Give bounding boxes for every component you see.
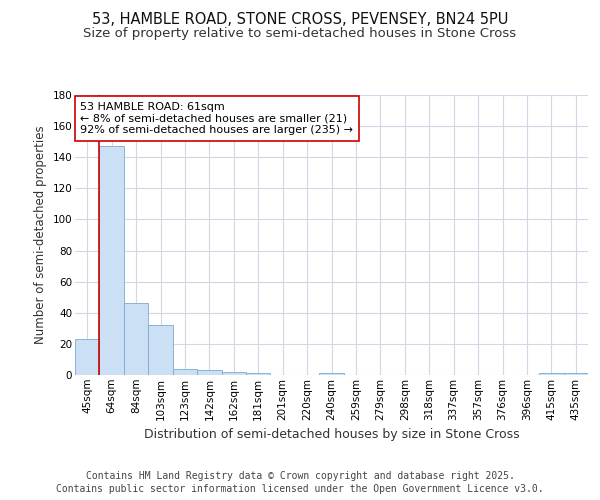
Bar [75,339,100,375]
Bar [124,304,148,375]
Text: 53, HAMBLE ROAD, STONE CROSS, PEVENSEY, BN24 5PU: 53, HAMBLE ROAD, STONE CROSS, PEVENSEY, … [92,12,508,28]
Bar [221,372,246,375]
Bar [100,146,124,375]
Bar [319,374,344,375]
Y-axis label: Number of semi-detached properties: Number of semi-detached properties [34,126,47,344]
Bar [173,369,197,375]
Text: 53 HAMBLE ROAD: 61sqm
← 8% of semi-detached houses are smaller (21)
92% of semi-: 53 HAMBLE ROAD: 61sqm ← 8% of semi-detac… [80,102,353,135]
Text: Contains HM Land Registry data © Crown copyright and database right 2025.
Contai: Contains HM Land Registry data © Crown c… [56,471,544,494]
Bar [246,374,271,375]
Bar [539,374,563,375]
X-axis label: Distribution of semi-detached houses by size in Stone Cross: Distribution of semi-detached houses by … [143,428,520,441]
Bar [148,325,173,375]
Bar [563,374,588,375]
Text: Size of property relative to semi-detached houses in Stone Cross: Size of property relative to semi-detach… [83,28,517,40]
Bar [197,370,221,375]
